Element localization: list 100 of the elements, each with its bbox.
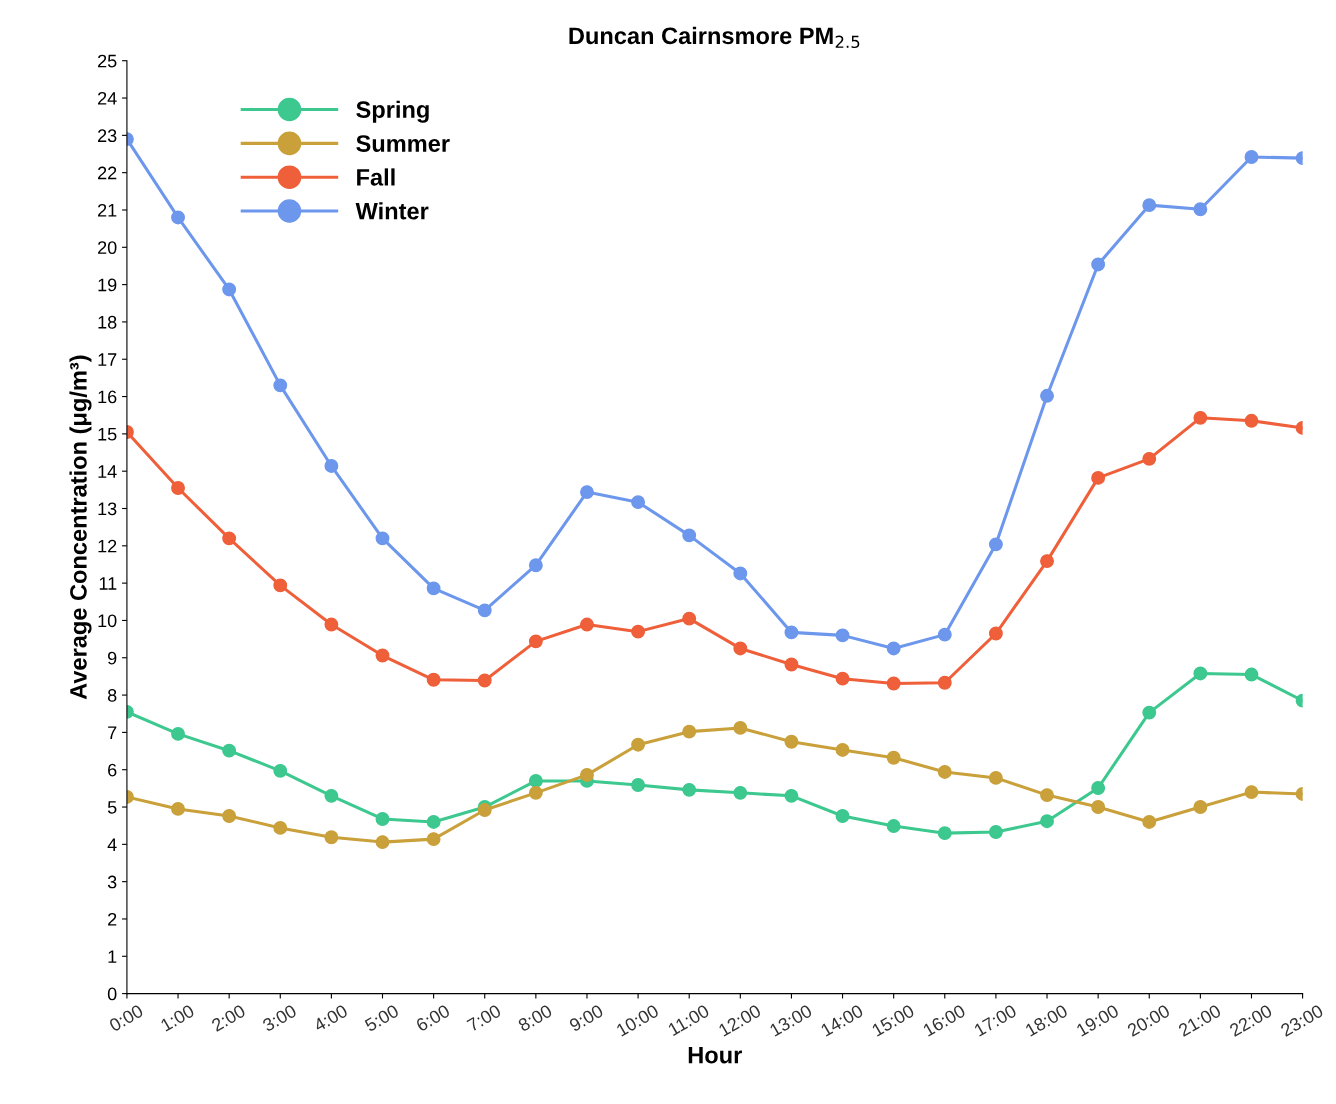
point: [1040, 788, 1054, 803]
point: [477, 673, 492, 688]
point: [937, 765, 952, 779]
point: [1091, 781, 1106, 795]
point: [324, 788, 339, 803]
point: [426, 672, 441, 687]
y-tick-label: 1: [108, 950, 117, 963]
point: [733, 720, 748, 735]
point: [631, 624, 646, 639]
point: [835, 628, 850, 643]
point: [580, 485, 594, 500]
point: [580, 617, 594, 632]
x-tick-label: 4:00: [312, 1004, 349, 1033]
point: [988, 770, 1003, 785]
point: [1244, 785, 1259, 800]
point: [1040, 388, 1054, 403]
point: [171, 481, 185, 495]
legend-label: Summer: [356, 135, 450, 152]
x-tick-label: 9:00: [568, 1004, 604, 1032]
point: [733, 785, 748, 800]
point: [1244, 150, 1259, 164]
point: [835, 742, 850, 757]
point: [426, 581, 441, 596]
point: [171, 210, 185, 225]
point: [324, 617, 339, 632]
point: [222, 743, 237, 758]
x-axis-title: Hour: [688, 1046, 742, 1064]
point: [631, 737, 646, 752]
point: [682, 528, 697, 543]
point: [631, 495, 646, 510]
x-tick-label: 1:00: [160, 1004, 196, 1032]
point: [171, 726, 185, 741]
y-tick-label: 6: [108, 763, 117, 777]
point: [580, 767, 594, 782]
legend-label: Winter: [355, 202, 429, 220]
y-tick-label: 7: [108, 726, 117, 739]
point: [375, 812, 390, 826]
point: [937, 627, 952, 642]
y-tick-label: 3: [107, 875, 117, 889]
x-tick-label: 6:00: [415, 1004, 451, 1032]
point: [528, 634, 543, 649]
point: [682, 611, 697, 626]
point: [222, 282, 237, 297]
point: [988, 626, 1003, 641]
point: [937, 826, 952, 841]
point: [324, 459, 339, 473]
point: [682, 782, 697, 797]
point: [222, 531, 237, 546]
y-tick-label: 4: [107, 838, 117, 851]
y-axis-title: Average Concentration (μg/m³): [69, 355, 92, 700]
point: [426, 815, 441, 829]
point: [273, 820, 288, 835]
point: [273, 578, 288, 593]
point: [171, 801, 185, 816]
point: [1244, 413, 1259, 428]
y-tick-label: 15: [98, 427, 117, 441]
y-tick-label: 14: [98, 465, 117, 478]
point: [886, 819, 901, 833]
point: [1142, 451, 1157, 466]
y-tick-label: 2: [108, 912, 117, 926]
point: [1040, 554, 1054, 569]
point: [1142, 198, 1157, 213]
y-tick-label: 11: [99, 577, 117, 590]
point: [1193, 666, 1208, 681]
y-tick-label: 20: [98, 241, 117, 255]
point: [784, 657, 799, 672]
y-tick-label: 9: [108, 651, 117, 665]
y-tick-label: 23: [98, 129, 117, 143]
y-tick-label: 19: [98, 278, 117, 292]
y-tick-label: 25: [98, 54, 117, 68]
point: [1142, 815, 1157, 829]
y-tick-label: 24: [98, 91, 117, 105]
point: [273, 763, 288, 778]
point: [784, 788, 799, 803]
point: [988, 825, 1003, 839]
x-tick-label: 3:00: [261, 1004, 298, 1033]
x-tick-label: 2:00: [210, 1004, 247, 1032]
point: [1091, 800, 1106, 814]
legend-label: Fall: [357, 168, 395, 186]
y-tick-label: 0: [107, 987, 117, 1001]
legend-label: Spring: [356, 100, 429, 123]
point: [375, 835, 390, 850]
x-tick-label: 8:00: [517, 1004, 553, 1032]
point: [375, 648, 390, 663]
point: [1193, 202, 1208, 217]
point: [1040, 814, 1054, 829]
x-tick-label: 5:00: [363, 1004, 400, 1033]
point: [1244, 667, 1259, 682]
point: [222, 809, 237, 823]
point: [1091, 470, 1106, 485]
y-tick-label: 13: [98, 502, 117, 516]
point: [886, 750, 901, 765]
point: [528, 558, 543, 573]
point: [426, 832, 441, 847]
chart-title: Duncan Cairnsmore PM$_{2.5}$: [569, 26, 860, 49]
point: [733, 566, 748, 581]
point: [784, 625, 799, 640]
y-tick-label: 10: [98, 614, 117, 628]
y-tick-label: 5: [107, 801, 117, 814]
point: [1193, 800, 1208, 814]
